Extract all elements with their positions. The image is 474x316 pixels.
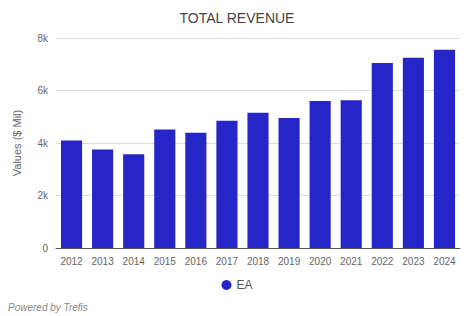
svg-text:2019: 2019 xyxy=(278,256,301,267)
svg-text:2022: 2022 xyxy=(371,256,394,267)
svg-text:EA: EA xyxy=(236,278,252,292)
svg-text:6k: 6k xyxy=(37,85,49,96)
svg-text:TOTAL REVENUE: TOTAL REVENUE xyxy=(180,10,295,26)
svg-text:2024: 2024 xyxy=(433,256,456,267)
svg-text:2012: 2012 xyxy=(60,256,83,267)
svg-text:2017: 2017 xyxy=(216,256,239,267)
svg-text:8k: 8k xyxy=(37,33,49,44)
svg-text:2021: 2021 xyxy=(340,256,363,267)
svg-text:2013: 2013 xyxy=(91,256,114,267)
svg-text:2016: 2016 xyxy=(185,256,208,267)
svg-text:2020: 2020 xyxy=(309,256,332,267)
svg-text:2018: 2018 xyxy=(247,256,270,267)
svg-text:2015: 2015 xyxy=(154,256,177,267)
svg-text:Powered by Trefis: Powered by Trefis xyxy=(8,302,88,313)
svg-text:2023: 2023 xyxy=(402,256,425,267)
svg-text:2k: 2k xyxy=(37,190,49,201)
svg-text:2014: 2014 xyxy=(123,256,146,267)
svg-text:0: 0 xyxy=(42,243,48,254)
svg-text:Values ($ Mil): Values ($ Mil) xyxy=(11,110,23,176)
svg-text:4k: 4k xyxy=(37,138,49,149)
